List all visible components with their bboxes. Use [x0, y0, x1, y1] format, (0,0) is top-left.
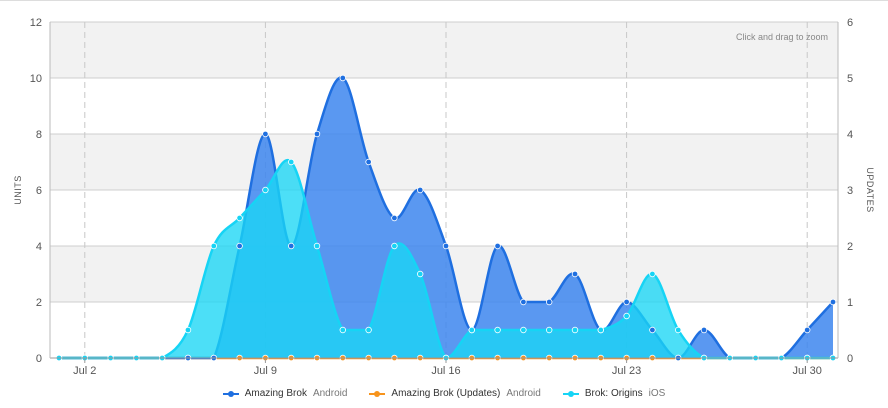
legend-item-amazing-brok[interactable]: Amazing Brok Android — [222, 388, 348, 399]
y-right-tick-label: 5 — [847, 73, 853, 85]
data-point[interactable] — [649, 270, 656, 278]
y-axis-left-title: UNITS — [13, 175, 23, 205]
y-right-tick-label: 0 — [847, 353, 853, 365]
data-point[interactable] — [391, 214, 398, 222]
data-point[interactable] — [520, 326, 527, 334]
legend-series-name: Amazing Brok — [244, 388, 307, 399]
data-point[interactable] — [288, 242, 295, 250]
data-point[interactable] — [184, 326, 192, 334]
y-left-tick-label: 2 — [36, 297, 42, 309]
legend-item-brok-origins[interactable]: Brok: Origins iOS — [562, 388, 666, 399]
legend: Amazing Brok Android Amazing Brok (Updat… — [0, 388, 888, 399]
y-right-tick-label: 4 — [847, 129, 853, 141]
data-point[interactable] — [365, 158, 372, 166]
y-axis-right-title: UPDATES — [865, 167, 875, 212]
zoom-hint: Click and drag to zoom — [736, 32, 828, 42]
data-point[interactable] — [546, 326, 553, 334]
y-left-tick-label: 6 — [36, 185, 42, 197]
data-point[interactable] — [623, 298, 630, 306]
data-point[interactable] — [339, 74, 346, 82]
data-point[interactable] — [571, 270, 579, 278]
data-point[interactable] — [675, 326, 682, 334]
series-area — [59, 160, 833, 358]
data-point[interactable] — [339, 326, 346, 334]
data-point[interactable] — [623, 312, 630, 320]
data-point[interactable] — [468, 326, 475, 334]
data-point[interactable] — [571, 326, 579, 334]
series-markers[interactable] — [55, 74, 837, 362]
y-left-tick-label: 4 — [36, 241, 42, 253]
data-point[interactable] — [210, 242, 217, 250]
legend-series-name: Brok: Origins — [584, 388, 643, 399]
y-right-tick-label: 1 — [847, 297, 853, 309]
data-point[interactable] — [236, 242, 243, 250]
data-point[interactable] — [262, 186, 269, 194]
data-point[interactable] — [417, 270, 424, 278]
x-tick-label: Jul 16 — [431, 365, 460, 377]
data-point[interactable] — [804, 326, 811, 334]
data-point[interactable] — [288, 158, 295, 166]
data-point[interactable] — [494, 242, 501, 250]
data-point[interactable] — [494, 326, 501, 334]
y-left-tick-label: 0 — [36, 353, 42, 365]
plot-band — [50, 134, 838, 190]
data-point[interactable] — [829, 298, 837, 306]
legend-swatch-icon — [222, 389, 239, 399]
legend-swatch-icon — [562, 389, 579, 399]
y-left-tick-label: 10 — [30, 73, 42, 85]
data-point[interactable] — [313, 130, 321, 138]
y-left-tick-label: 12 — [30, 17, 42, 29]
legend-item-amazing-brok-updates[interactable]: Amazing Brok (Updates) Android — [369, 388, 541, 399]
data-point[interactable] — [597, 326, 604, 334]
data-point[interactable] — [365, 326, 372, 334]
plot-band — [50, 22, 838, 78]
legend-swatch-icon — [369, 389, 386, 399]
data-point[interactable] — [700, 326, 708, 334]
legend-series-platform: Android — [506, 388, 541, 399]
data-point[interactable] — [391, 242, 398, 250]
data-point[interactable] — [520, 298, 527, 306]
x-tick-label: Jul 23 — [612, 365, 641, 377]
data-point[interactable] — [546, 298, 553, 306]
y-right-tick-label: 3 — [847, 185, 853, 197]
legend-series-platform: iOS — [648, 388, 666, 399]
data-point[interactable] — [417, 186, 424, 194]
data-point[interactable] — [236, 214, 243, 222]
data-point[interactable] — [262, 130, 269, 138]
x-tick-label: Jul 9 — [254, 365, 277, 377]
x-tick-label: Jul 30 — [793, 365, 822, 377]
legend-series-name: Amazing Brok (Updates) — [391, 388, 501, 399]
data-point[interactable] — [442, 242, 450, 250]
data-point[interactable] — [313, 242, 321, 250]
data-point[interactable] — [649, 326, 656, 334]
x-tick-label: Jul 2 — [73, 365, 96, 377]
y-left-tick-label: 8 — [36, 129, 42, 141]
legend-series-platform: Android — [312, 388, 348, 399]
y-right-tick-label: 2 — [847, 241, 853, 253]
y-right-tick-label: 6 — [847, 17, 853, 29]
